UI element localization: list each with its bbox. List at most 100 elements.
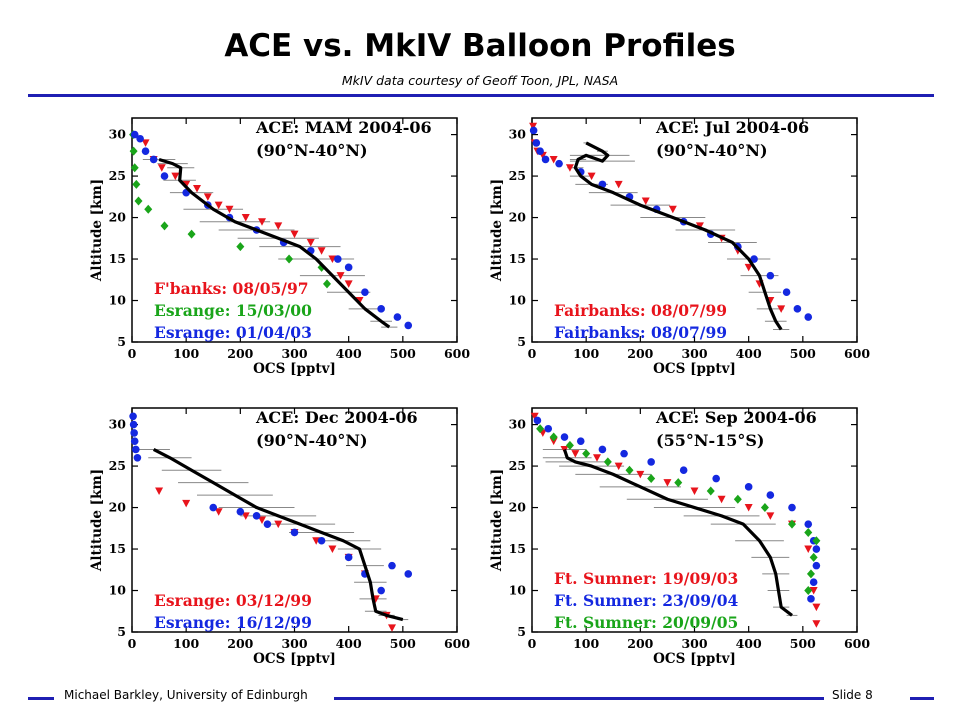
data-point-circle <box>130 429 138 437</box>
legend-entry: Esrange: 03/12/99 <box>154 591 312 610</box>
data-point-circle <box>812 561 821 570</box>
data-point-diamond <box>804 586 813 596</box>
data-point-circle <box>290 528 299 537</box>
data-point-triangle <box>812 620 821 628</box>
header-rule <box>28 94 934 97</box>
data-point-circle <box>807 595 815 603</box>
y-tick-label: 10 <box>109 293 127 308</box>
plot-region: (55°N-15°S) <box>656 431 765 450</box>
data-point-triangle <box>214 508 223 516</box>
x-tick-label: 500 <box>790 636 816 651</box>
plot-title: ACE: Dec 2004-06 <box>255 408 418 427</box>
legend-entry: Fairbanks: 08/07/99 <box>554 301 727 320</box>
data-point-circle <box>377 305 385 313</box>
x-tick-label: 0 <box>128 636 137 651</box>
x-tick-label: 300 <box>281 346 307 361</box>
data-point-triangle <box>777 305 786 313</box>
data-point-circle <box>555 159 563 168</box>
data-point-triangle <box>182 499 191 508</box>
data-point-triangle <box>663 479 672 487</box>
data-point-triangle <box>328 545 337 554</box>
data-point-diamond <box>812 536 821 546</box>
x-tick-label: 500 <box>390 346 416 361</box>
data-point-triangle <box>241 512 250 520</box>
legend-entry: Fairbanks: 08/07/99 <box>554 323 727 342</box>
data-point-triangle <box>530 412 539 421</box>
x-tick-label: 200 <box>227 636 253 651</box>
data-point-triangle <box>812 603 821 612</box>
y-tick-label: 5 <box>117 334 126 349</box>
data-point-triangle <box>306 238 315 247</box>
chart-panel-2: 0 100 200 300 400 500 600 5 10 15 20 25 30 OCS [pptv]… <box>489 117 870 377</box>
x-tick-label: 100 <box>173 346 199 361</box>
data-point-triangle <box>549 155 558 164</box>
x-axis-label: OCS [pptv] <box>253 651 336 667</box>
y-tick-label: 10 <box>509 293 527 308</box>
x-tick-label: 500 <box>790 346 816 361</box>
data-point-triangle <box>388 624 396 632</box>
data-point-diamond <box>565 440 574 450</box>
data-point-diamond <box>788 519 796 529</box>
plot-title: ACE: Sep 2004-06 <box>655 408 817 427</box>
data-point-diamond <box>134 196 143 206</box>
y-axis-label: Altitude [km] <box>89 469 105 572</box>
data-point-circle <box>377 586 385 595</box>
data-point-triangle <box>141 139 150 147</box>
x-tick-label: 100 <box>573 346 599 361</box>
x-tick-label: 600 <box>444 346 470 361</box>
x-tick-label: 0 <box>128 346 137 361</box>
footer-rule-left <box>28 697 54 700</box>
data-point-circle <box>344 553 353 562</box>
data-point-triangle <box>290 230 299 239</box>
data-point-circle <box>532 139 541 147</box>
x-tick-label: 500 <box>390 636 416 651</box>
data-point-diamond <box>160 221 169 231</box>
footer-author: Michael Barkley, University of Edinburgh <box>64 688 308 702</box>
y-axis-label: Altitude [km] <box>89 179 105 282</box>
data-point-triangle <box>695 222 704 230</box>
plot-frame <box>531 407 858 633</box>
y-tick-label: 15 <box>509 541 526 556</box>
data-point-circle <box>334 255 342 263</box>
x-tick-label: 600 <box>844 636 870 651</box>
data-point-circle <box>679 466 688 475</box>
y-tick-label: 20 <box>109 500 127 515</box>
x-tick-label: 200 <box>627 346 653 361</box>
data-point-circle <box>533 416 542 425</box>
x-tick-label: 300 <box>681 346 707 361</box>
y-tick-label: 30 <box>509 417 527 432</box>
data-point-circle <box>620 449 628 458</box>
footer-slide-number: Slide 8 <box>832 688 873 702</box>
data-point-triangle <box>614 180 623 189</box>
data-point-circle <box>712 474 720 483</box>
data-point-circle <box>560 433 569 441</box>
x-tick-label: 400 <box>336 636 362 651</box>
data-point-triangle <box>668 205 677 214</box>
data-point-triangle <box>529 122 538 131</box>
x-tick-label: 400 <box>736 346 762 361</box>
data-point-triangle <box>565 164 574 172</box>
data-point-circle <box>782 288 791 297</box>
data-point-circle <box>744 483 753 491</box>
data-point-circle <box>130 437 139 445</box>
data-point-circle <box>404 570 413 578</box>
x-axis-label: OCS [pptv] <box>653 361 736 377</box>
y-axis-label: Altitude [km] <box>489 179 505 282</box>
plot-title: ACE: Jul 2004-06 <box>655 118 809 137</box>
data-point-triangle <box>571 450 580 458</box>
data-point-circle <box>809 578 818 587</box>
data-point-diamond <box>549 432 558 442</box>
data-point-circle <box>317 536 326 545</box>
data-point-circle <box>388 561 396 570</box>
x-tick-label: 100 <box>173 636 199 651</box>
data-point-triangle <box>317 247 326 255</box>
data-point-triangle <box>155 487 164 495</box>
data-point-diamond <box>323 279 331 289</box>
y-tick-label: 30 <box>109 127 127 142</box>
x-tick-label: 600 <box>444 636 470 651</box>
legend-entry: Esrange: 01/04/03 <box>154 323 312 342</box>
chart-panel-4: 0 100 200 300 400 500 600 5 10 15 20 25 30 OCS [pptv]… <box>489 407 870 667</box>
x-tick-label: 0 <box>528 636 537 651</box>
legend-entry: Esrange: 15/03/00 <box>154 301 312 320</box>
